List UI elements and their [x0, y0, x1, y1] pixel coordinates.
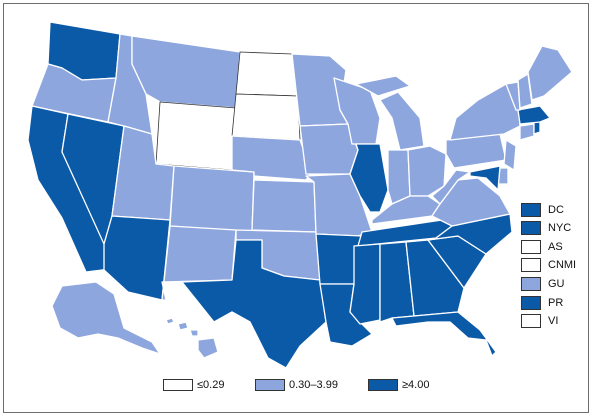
legend: ≤0.29 0.30–3.99 ≥4.00	[0, 377, 594, 393]
state-md	[469, 165, 501, 191]
state-in	[387, 149, 411, 205]
state-co	[169, 165, 255, 233]
territory-label: CNMI	[548, 259, 577, 272]
state-ma	[517, 105, 551, 125]
legend-swatch-mid	[255, 379, 285, 391]
territory-swatch	[521, 276, 541, 291]
territory-label: DC	[548, 203, 564, 216]
legend-label-high: ≥4.00	[402, 379, 430, 391]
state-mt	[131, 35, 241, 109]
state-nj	[503, 139, 517, 171]
state-il	[349, 143, 389, 213]
state-hi	[165, 317, 219, 359]
territory-gu: GU	[521, 275, 565, 292]
state-wv	[431, 169, 471, 205]
state-vt	[505, 81, 521, 111]
territory-label: AS	[548, 240, 563, 253]
territory-pr: PR	[521, 294, 563, 311]
state-wy	[155, 101, 237, 171]
territory-as: AS	[521, 238, 563, 255]
territory-label: NYC	[548, 222, 572, 235]
territory-label: PR	[548, 296, 564, 309]
territory-dc: DC	[521, 201, 564, 218]
territory-swatch	[521, 295, 541, 310]
state-nd	[235, 51, 299, 97]
state-ky	[371, 195, 441, 225]
legend-label-low: ≤0.29	[197, 379, 225, 391]
territory-swatch	[521, 221, 541, 236]
territory-label: GU	[548, 277, 565, 290]
state-mi	[355, 75, 425, 151]
state-va	[431, 177, 511, 227]
state-az	[103, 215, 171, 301]
state-ms	[349, 243, 381, 325]
legend-item-low: ≤0.29	[163, 377, 224, 393]
territory-label: VI	[548, 315, 559, 328]
state-me	[527, 45, 573, 101]
state-ks	[251, 179, 317, 233]
territory-swatch	[521, 258, 541, 273]
territory-swatch	[521, 314, 541, 329]
legend-swatch-high	[368, 379, 398, 391]
legend-item-mid: 0.30–3.99	[255, 377, 338, 393]
territory-cnmi: CNMI	[521, 257, 576, 274]
territory-swatch	[521, 239, 541, 254]
state-ak	[51, 281, 161, 355]
state-ga	[405, 239, 465, 317]
legend-swatch-low	[163, 379, 193, 391]
territory-swatch	[521, 202, 541, 217]
state-tx	[181, 239, 327, 369]
state-fl	[391, 311, 497, 357]
legend-item-high: ≥4.00	[368, 377, 429, 393]
state-sd	[231, 93, 301, 141]
territory-vi: VI	[521, 313, 558, 330]
territory-nyc: NYC	[521, 220, 571, 237]
state-ct	[519, 123, 535, 141]
legend-label-mid: 0.30–3.99	[289, 379, 338, 391]
state-nh	[517, 73, 533, 109]
